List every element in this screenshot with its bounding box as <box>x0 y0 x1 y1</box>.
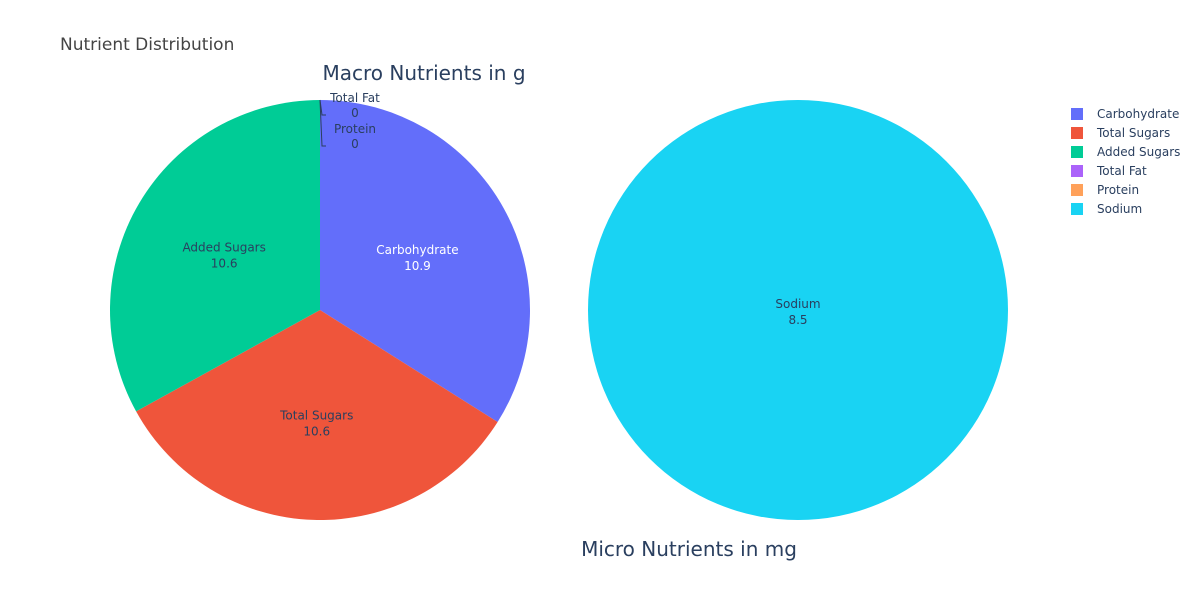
figure-title: Nutrient Distribution <box>60 35 234 55</box>
legend-label: Sodium <box>1097 202 1142 216</box>
macro-slice-total-sugars[interactable] <box>136 310 498 520</box>
legend-label: Total Sugars <box>1096 126 1170 140</box>
macro-slice-protein-value: 0 <box>351 137 359 151</box>
legend-swatch <box>1071 108 1083 120</box>
legend-item-added-sugars[interactable]: Added Sugars <box>1071 145 1180 159</box>
legend-item-sodium[interactable]: Sodium <box>1071 202 1142 216</box>
macro-slice-added-sugars[interactable] <box>109 100 320 412</box>
legend-item-carbohydrate[interactable]: Carbohydrate <box>1071 107 1179 121</box>
macro-pie: Carbohydrate 10.9 Total Sugars 10.6 Added Su… <box>109 91 530 520</box>
macro-slice-total-fat-label: Total Fat <box>329 91 380 105</box>
legend-swatch <box>1071 203 1083 215</box>
macro-chart-title: Macro Nutrients in g <box>322 61 525 85</box>
legend-item-total-sugars[interactable]: Total Sugars <box>1071 126 1170 140</box>
legend-swatch <box>1071 184 1083 196</box>
macro-slice-added-sugars-label: Added Sugars <box>182 240 265 254</box>
micro-slice-sodium[interactable] <box>588 100 1008 520</box>
legend-swatch <box>1071 146 1083 158</box>
legend-label: Carbohydrate <box>1097 107 1179 121</box>
micro-chart-title: Micro Nutrients in mg <box>581 537 797 561</box>
macro-slice-carbohydrate-value: 10.9 <box>404 259 431 273</box>
macro-slice-total-sugars-value: 10.6 <box>303 424 330 438</box>
micro-slice-sodium-label: Sodium <box>775 297 820 311</box>
macro-slice-protein-label: Protein <box>334 122 376 136</box>
micro-slice-sodium-value: 8.5 <box>788 313 807 327</box>
micro-pie: Sodium 8.5 <box>588 100 1008 520</box>
legend-label: Protein <box>1097 183 1139 197</box>
macro-slice-total-sugars-label: Total Sugars <box>279 408 353 422</box>
macro-slice-carbohydrate-label: Carbohydrate <box>376 243 458 257</box>
macro-slice-total-fat-value: 0 <box>351 106 359 120</box>
legend-label: Total Fat <box>1096 164 1147 178</box>
legend[interactable]: Carbohydrate Total Sugars Added Sugars Tota… <box>1071 107 1180 216</box>
legend-swatch <box>1071 165 1083 177</box>
legend-item-protein[interactable]: Protein <box>1071 183 1139 197</box>
legend-label: Added Sugars <box>1097 145 1180 159</box>
legend-item-total-fat[interactable]: Total Fat <box>1071 164 1147 178</box>
legend-swatch <box>1071 127 1083 139</box>
macro-slice-protein-leader <box>319 99 326 147</box>
macro-slice-added-sugars-value: 10.6 <box>211 256 238 270</box>
macro-slice-carbohydrate[interactable] <box>320 100 530 423</box>
